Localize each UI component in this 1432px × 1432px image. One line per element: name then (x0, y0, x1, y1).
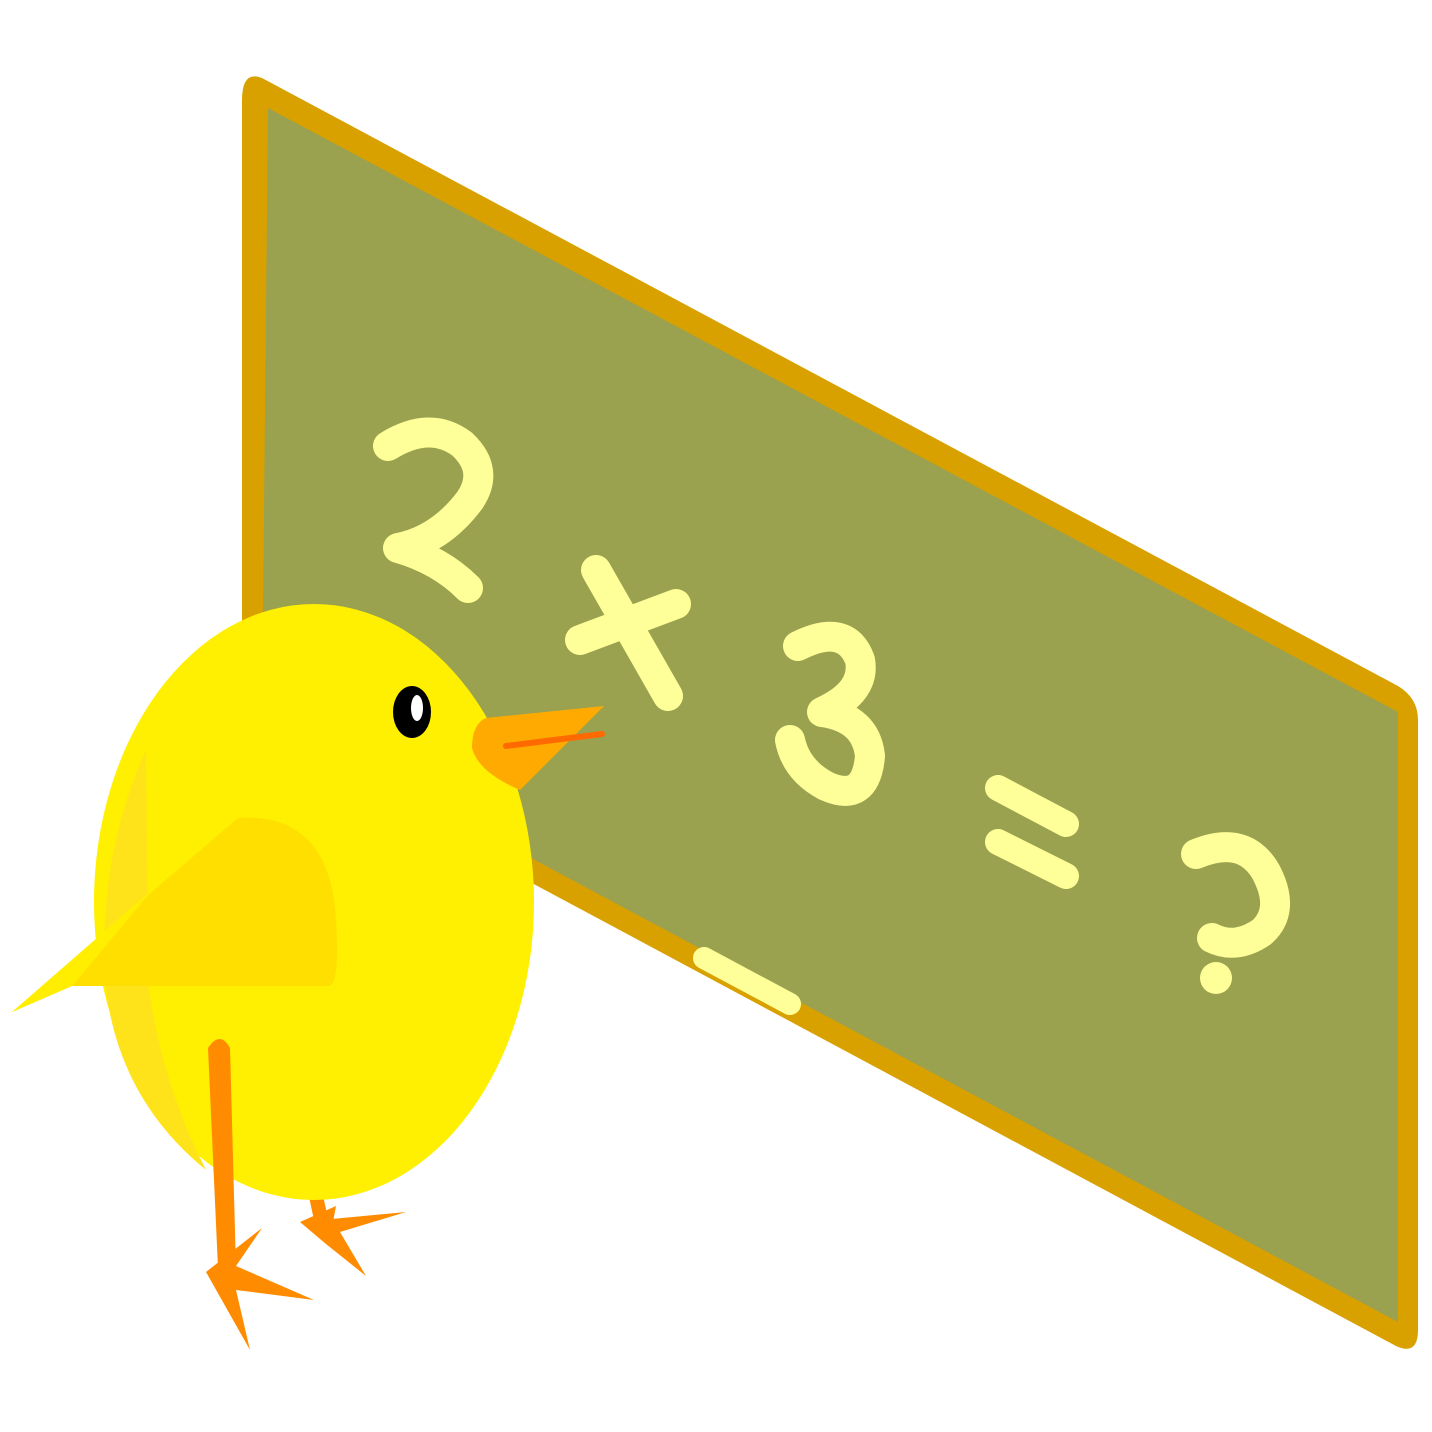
digit-three-glyph (775, 621, 885, 806)
digit-two-glyph (373, 417, 494, 603)
chalk-icon (693, 947, 801, 1015)
chick-back-leg (300, 1189, 406, 1276)
chick-wing-edge (12, 888, 154, 1012)
chick-beak (472, 706, 604, 790)
equals-sign-glyph (985, 775, 1079, 889)
chick-wing (12, 817, 338, 1012)
blackboard: 2 + 3 = ? (242, 76, 1418, 1349)
chick-beak-line (503, 731, 605, 749)
chick-front-leg (206, 1039, 314, 1350)
chick-icon (12, 604, 605, 1350)
chalk-equation: 2 + 3 = ? (373, 417, 1291, 994)
question-mark-glyph (1181, 832, 1291, 958)
question-mark-dot (1200, 962, 1232, 994)
plus-sign-glyph (565, 555, 691, 711)
chick-eye-highlight (411, 695, 423, 721)
chick-body-shade (104, 750, 206, 1170)
